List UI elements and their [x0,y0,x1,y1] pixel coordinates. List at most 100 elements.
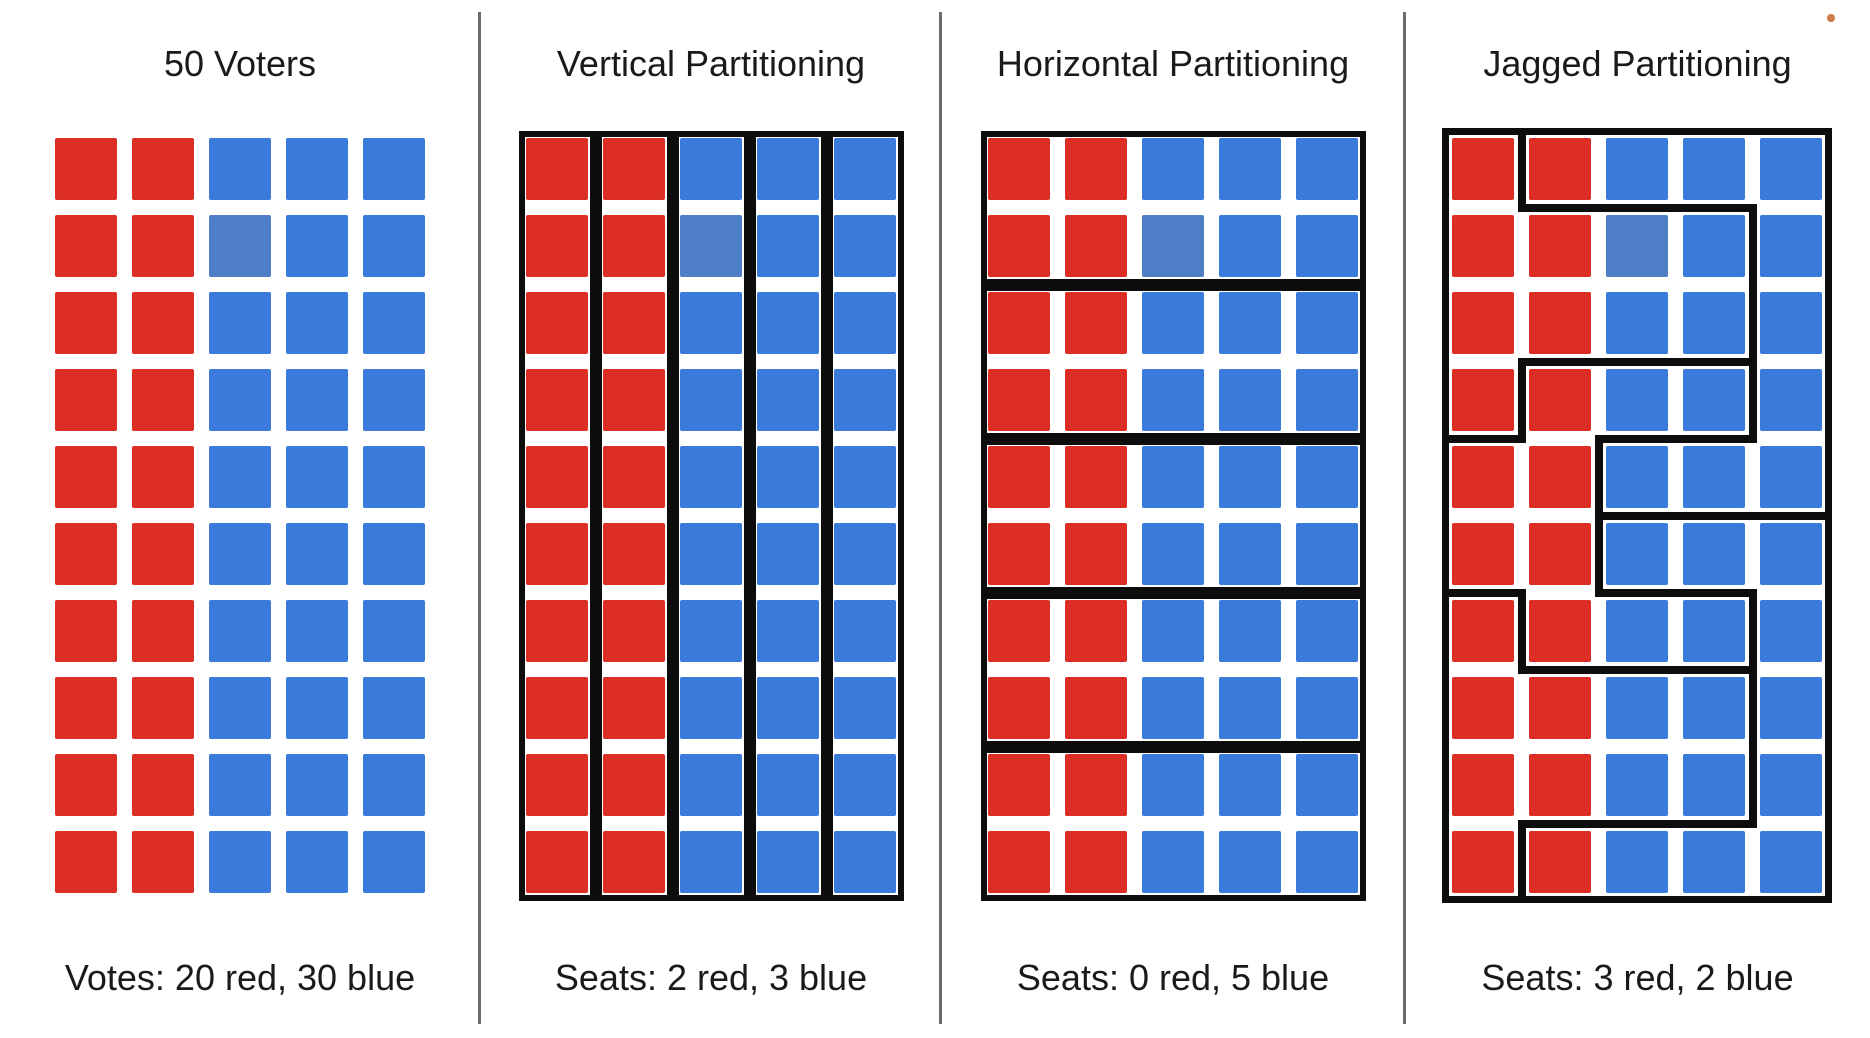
voter-square-r1c2 [1529,138,1591,200]
voter-square-r10c4 [1219,831,1281,893]
voter-square-r10c4 [286,831,348,893]
voter-square-r7c4 [1683,600,1745,662]
voter-square-r5c1 [55,446,117,508]
voter-square-r9c1 [1452,754,1514,816]
district-wall-horizontal [1517,357,1757,366]
panel-divider [1403,12,1406,1024]
district-outline [672,130,750,901]
voter-square-r1c3 [209,138,271,200]
voter-square-r9c2 [603,754,665,816]
district-wall-horizontal [1443,588,1526,597]
voter-square-r8c2 [132,677,194,739]
voter-square-r3c3 [680,292,742,354]
voter-square-r9c3 [209,754,271,816]
voter-square-r2c4 [286,215,348,277]
voter-grid [55,138,425,893]
panel-caption: Votes: 20 red, 30 blue [64,957,416,998]
voter-square-r7c4 [1219,600,1281,662]
voter-square-r3c5 [363,292,425,354]
voter-square-r2c4 [1683,215,1745,277]
voter-square-r6c3 [1606,523,1668,585]
voter-square-r8c5 [363,677,425,739]
voter-square-r8c3 [209,677,271,739]
voter-square-r6c4 [757,523,819,585]
voter-square-r9c5 [363,754,425,816]
voter-square-r10c2 [1529,831,1591,893]
voter-square-r4c2 [1065,369,1127,431]
voter-square-r8c5 [834,677,896,739]
voter-square-r3c5 [1296,292,1358,354]
voter-square-r2c2 [1065,215,1127,277]
voter-square-r6c1 [988,523,1050,585]
voter-square-r5c3 [680,446,742,508]
voter-square-r6c2 [1529,523,1591,585]
voter-square-r7c5 [834,600,896,662]
voter-square-r3c3 [209,292,271,354]
voter-square-r6c5 [1296,523,1358,585]
voter-square-r1c5 [834,138,896,200]
panel-divider [478,12,481,1024]
voter-square-r3c2 [1065,292,1127,354]
voter-square-r2c4 [757,215,819,277]
district-wall-vertical [1517,819,1526,902]
district-outline [518,130,596,901]
voter-square-r5c5 [1296,446,1358,508]
voter-square-r2c3 [680,215,742,277]
voter-square-r3c5 [1760,292,1822,354]
district-outline [980,130,1366,285]
voter-square-r1c2 [132,138,194,200]
district-wall-vertical [1517,129,1526,212]
voter-square-r4c1 [988,369,1050,431]
panel-horizontal-partitioning: Horizontal Partitioning Seats: 0 red, 5 … [941,0,1405,1038]
district-outline [826,130,904,901]
voter-square-r5c2 [132,446,194,508]
panel-vertical-partitioning: Vertical Partitioning Seats: 2 red, 3 bl… [481,0,941,1038]
voter-square-r7c5 [363,600,425,662]
voter-square-r5c1 [526,446,588,508]
voter-square-r4c4 [757,369,819,431]
voter-square-r2c5 [363,215,425,277]
voter-square-r5c1 [1452,446,1514,508]
district-wall-horizontal [1517,819,1757,828]
voter-square-r8c1 [1452,677,1514,739]
voter-square-r3c2 [603,292,665,354]
voter-square-r1c2 [603,138,665,200]
voter-square-r1c1 [55,138,117,200]
voter-square-r3c4 [1683,292,1745,354]
district-wall-vertical [1748,588,1757,828]
panel-title: Horizontal Partitioning [996,43,1350,84]
district-outline [980,592,1366,747]
district-wall-vertical [1517,588,1526,674]
voter-square-r10c3 [1606,831,1668,893]
voter-square-r7c2 [132,600,194,662]
voter-square-r6c3 [680,523,742,585]
voter-square-r6c4 [1683,523,1745,585]
voter-square-r1c1 [526,138,588,200]
voter-square-r9c5 [1760,754,1822,816]
voter-square-r9c2 [132,754,194,816]
district-wall-vertical [1517,357,1526,443]
voter-square-r5c5 [1760,446,1822,508]
voter-square-r3c2 [1529,292,1591,354]
voter-square-r3c3 [1606,292,1668,354]
voter-square-r2c4 [1219,215,1281,277]
orange-dot [1827,14,1835,22]
voter-square-r6c2 [603,523,665,585]
voter-square-r4c3 [680,369,742,431]
voter-square-r7c3 [1606,600,1668,662]
voter-square-r4c4 [1219,369,1281,431]
voter-square-r9c3 [680,754,742,816]
voter-square-r7c2 [1065,600,1127,662]
voter-square-r9c2 [1065,754,1127,816]
voter-square-r2c1 [988,215,1050,277]
voter-square-r5c3 [1142,446,1204,508]
voter-square-r10c3 [680,831,742,893]
district-outline [595,130,673,901]
voter-square-r3c1 [526,292,588,354]
voter-square-r9c4 [1219,754,1281,816]
voter-square-r8c3 [1606,677,1668,739]
panel-caption: Seats: 2 red, 3 blue [554,957,868,998]
voter-square-r10c4 [1683,831,1745,893]
voter-square-r9c3 [1142,754,1204,816]
voter-square-r6c3 [1142,523,1204,585]
